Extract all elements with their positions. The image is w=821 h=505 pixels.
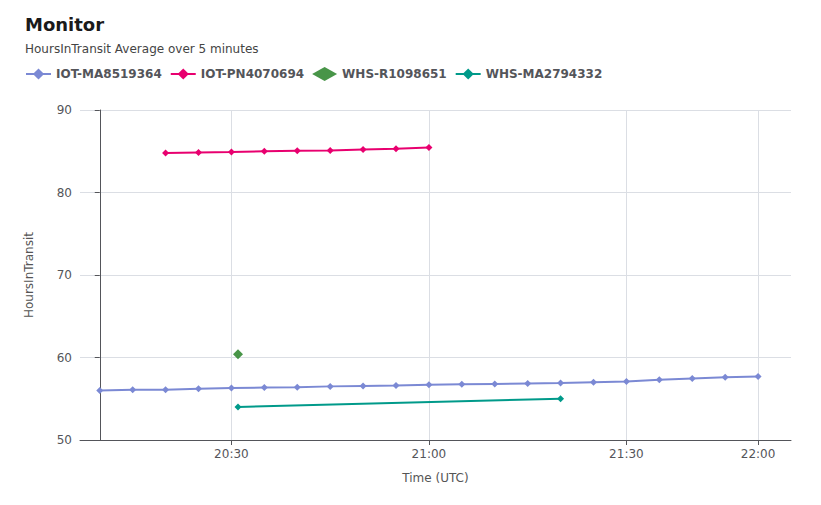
svg-text:22:00: 22:00 (741, 447, 776, 461)
svg-text:21:30: 21:30 (609, 447, 644, 461)
svg-text:HoursInTransit: HoursInTransit (22, 232, 36, 318)
svg-text:50: 50 (57, 433, 72, 447)
svg-text:70: 70 (57, 268, 72, 282)
svg-text:Monitor: Monitor (25, 14, 104, 35)
svg-text:HoursInTransit Average over 5: HoursInTransit Average over 5 minutes (25, 42, 259, 56)
svg-text:WHS-R1098651: WHS-R1098651 (342, 67, 447, 81)
svg-text:21:00: 21:00 (412, 447, 447, 461)
svg-text:60: 60 (57, 351, 72, 365)
svg-text:IOT-MA8519364: IOT-MA8519364 (56, 67, 162, 81)
svg-text:20:30: 20:30 (214, 447, 249, 461)
svg-text:WHS-MA2794332: WHS-MA2794332 (486, 67, 603, 81)
svg-text:80: 80 (57, 186, 72, 200)
svg-text:90: 90 (57, 103, 72, 117)
svg-text:IOT-PN4070694: IOT-PN4070694 (201, 67, 304, 81)
svg-text:Time (UTC): Time (UTC) (401, 471, 468, 485)
